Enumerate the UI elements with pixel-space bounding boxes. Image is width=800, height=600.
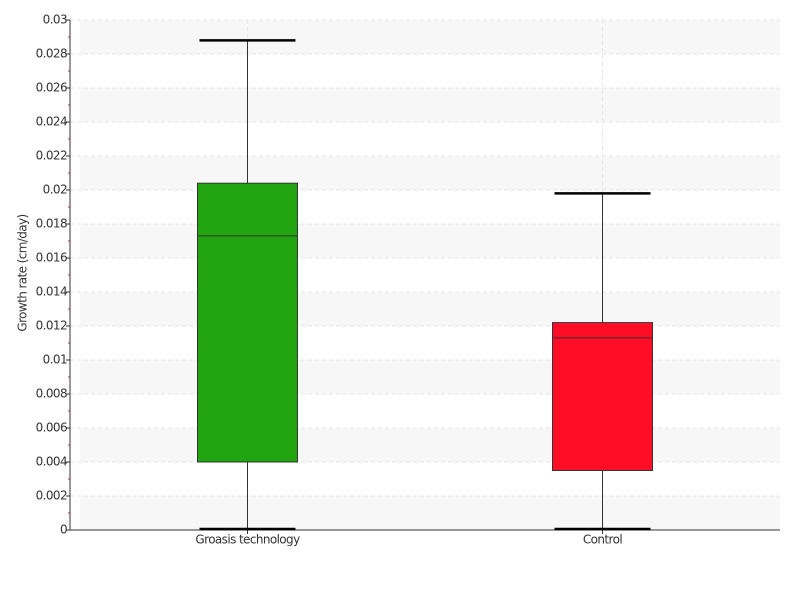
grid-band — [80, 360, 780, 394]
y-tick-label: 0.03 — [43, 13, 67, 27]
grid-band — [80, 496, 780, 530]
y-tick-label: 0.006 — [36, 421, 67, 435]
x-tick-label: Control — [583, 533, 622, 547]
y-tick-label: 0.018 — [36, 217, 67, 231]
y-tick-label: 0.014 — [36, 285, 67, 299]
y-tick-label: 0.016 — [36, 251, 67, 265]
y-tick-label: 0.008 — [36, 387, 67, 401]
x-tick-label: Groasis technology — [195, 533, 300, 547]
box — [552, 322, 653, 471]
y-tick-label: 0 — [60, 523, 67, 537]
y-tick-label: 0.026 — [36, 81, 67, 95]
y-tick-label: 0.002 — [36, 489, 67, 503]
y-tick-label: 0.024 — [36, 115, 67, 129]
y-tick-label: 0.012 — [36, 319, 67, 333]
y-tick-label: 0.022 — [36, 149, 67, 163]
grid-band — [80, 156, 780, 190]
box — [197, 182, 298, 463]
grid-band — [80, 428, 780, 462]
grid-band — [80, 88, 780, 122]
y-axis-label: Growth rate (cm/day) — [16, 214, 30, 331]
y-tick-label: 0.028 — [36, 47, 67, 61]
grid-band — [80, 224, 780, 258]
grid-band — [80, 20, 780, 54]
y-tick-label: 0.004 — [36, 455, 67, 469]
y-tick-label: 0.02 — [43, 183, 67, 197]
y-tick-label: 0.01 — [43, 353, 67, 367]
grid-band — [80, 292, 780, 326]
